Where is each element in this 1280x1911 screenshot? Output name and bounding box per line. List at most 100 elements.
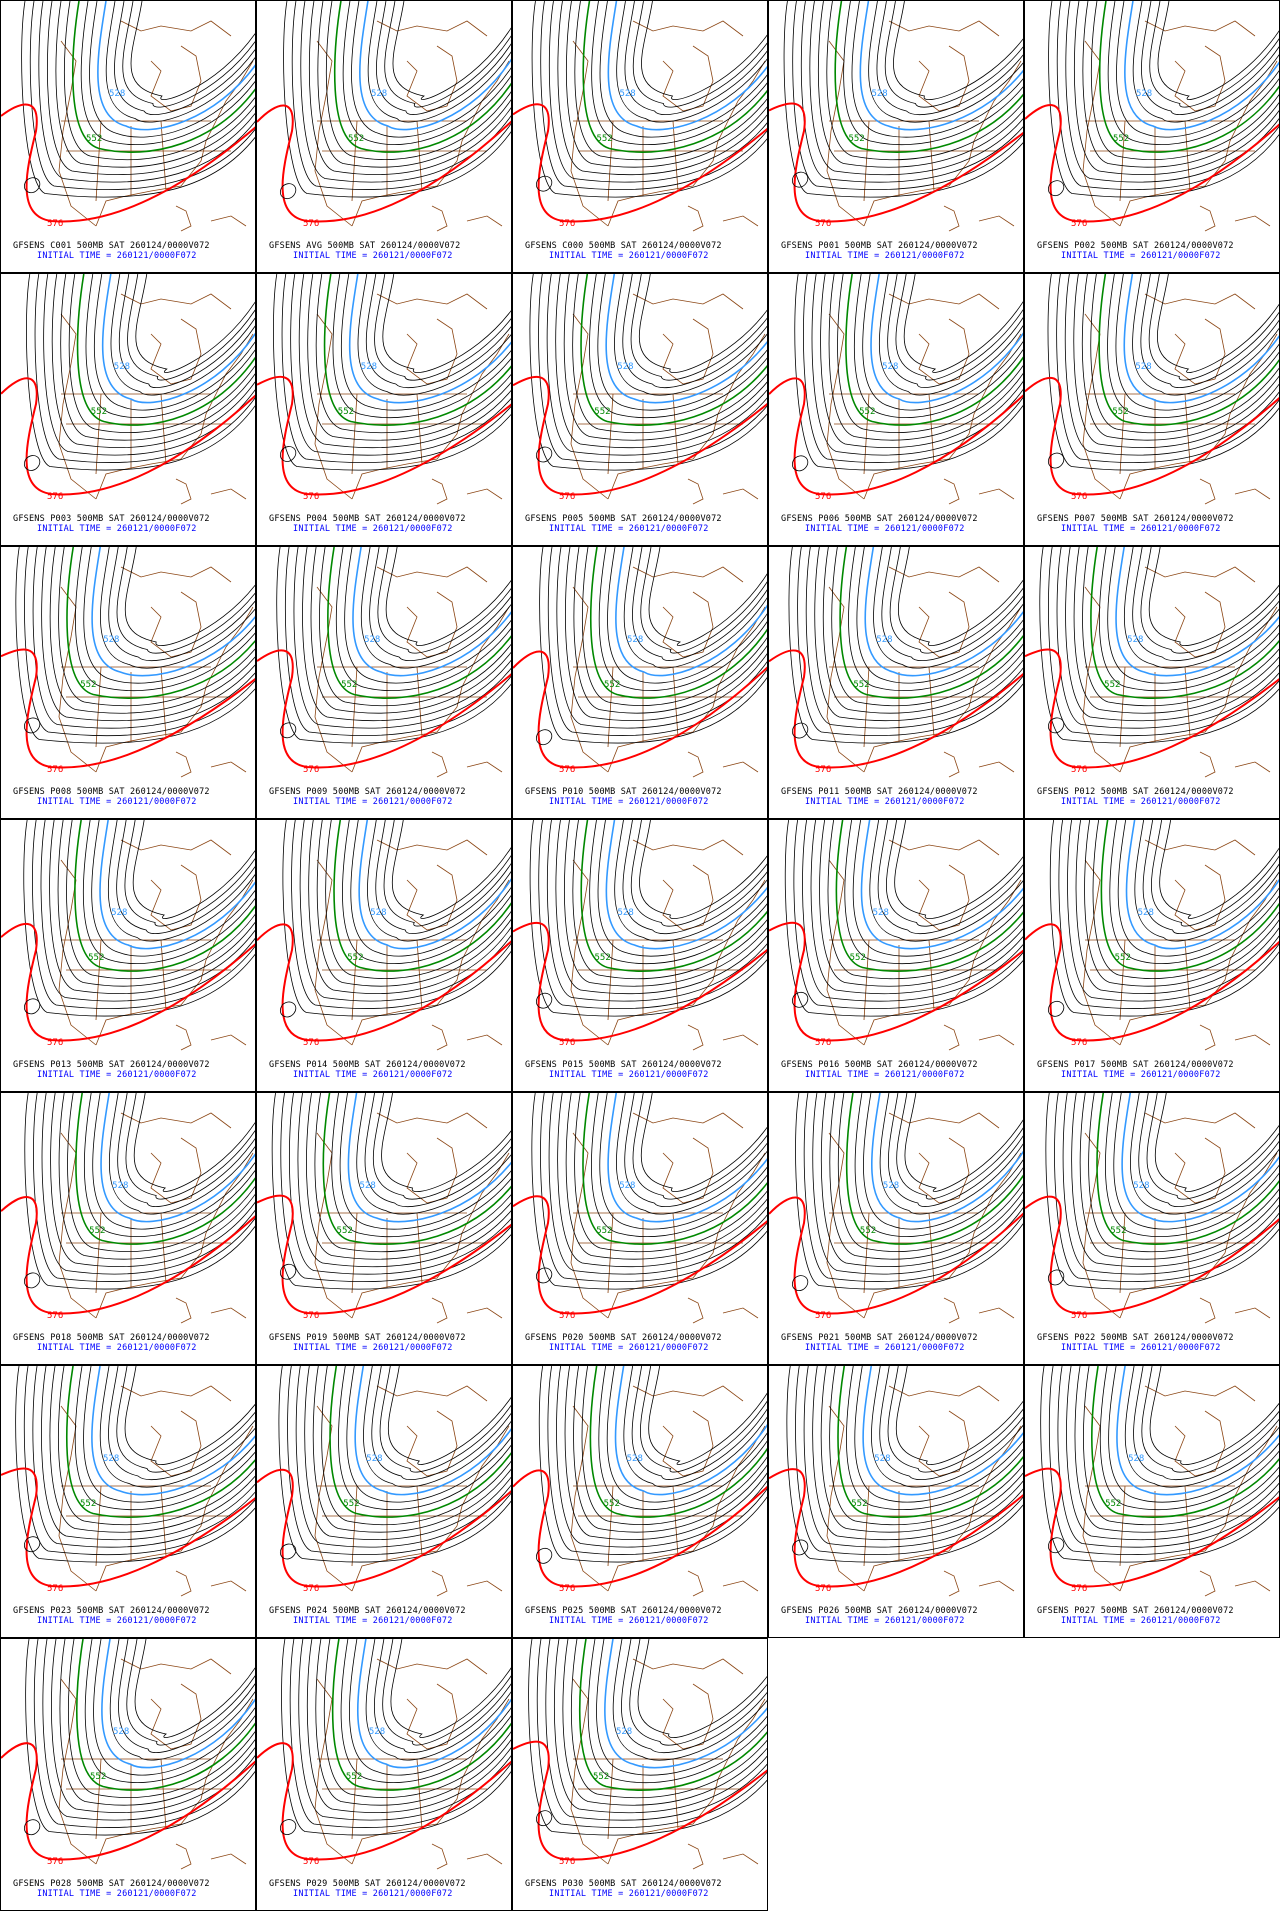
height-contour-528: [859, 1, 1023, 131]
height-contour: [846, 1366, 1023, 1511]
height-contour: [38, 1, 255, 183]
contour-label-576: 576: [559, 1038, 575, 1048]
panel-title: GFSENS P016 500MB SAT 260124/0000V072: [781, 1060, 978, 1070]
coastline-border: [662, 45, 714, 112]
coastline-border: [570, 1132, 609, 1319]
closed-low-contour: [792, 1275, 809, 1291]
height-contour: [1056, 274, 1279, 464]
height-contour: [803, 1093, 1023, 1282]
height-contour: [863, 1093, 1023, 1230]
contour-label-576: 576: [815, 765, 831, 775]
height-contour: [21, 1, 255, 198]
coastline-border: [351, 606, 510, 773]
height-contour-map: 528 552 576: [1025, 820, 1279, 1051]
height-contour-552: [74, 820, 255, 972]
height-contour: [57, 820, 255, 987]
height-contour: [369, 547, 511, 661]
contour-label-528: 528: [371, 89, 387, 99]
height-contour: [1047, 274, 1279, 471]
contour-label-576: 576: [815, 1584, 831, 1594]
contour-label-528: 528: [627, 1454, 643, 1464]
height-contour: [278, 1366, 511, 1563]
contour-label-576: 576: [1071, 1584, 1087, 1594]
coastline-border: [431, 751, 448, 778]
height-contour: [1090, 1, 1279, 161]
closed-low-contour: [792, 455, 809, 472]
contour-label-576: 576: [303, 1857, 319, 1867]
height-contour: [555, 820, 767, 995]
closed-low-contour: [280, 1543, 297, 1560]
contour-label-576: 576: [1071, 1038, 1087, 1048]
coastline-border: [175, 1570, 192, 1597]
height-contour: [23, 1366, 255, 1556]
closed-low-contour: [792, 722, 809, 739]
height-contour: [597, 274, 767, 411]
coastline-border: [351, 879, 510, 1046]
height-contour-576: [1, 377, 255, 496]
coastline-border: [687, 1570, 704, 1597]
coastline-border: [210, 1580, 247, 1592]
height-contour: [1088, 1093, 1279, 1253]
coastline-border: [210, 215, 247, 227]
contour-label-552: 552: [853, 680, 869, 690]
height-contour-552: [1098, 274, 1279, 426]
height-contour-528: [97, 1, 255, 131]
coastline-border: [150, 45, 202, 112]
coastline-border: [1199, 1297, 1216, 1324]
contour-label-552: 552: [91, 407, 107, 417]
closed-low-contour: [536, 1810, 553, 1826]
coastline-border: [888, 839, 1000, 856]
closed-low-contour: [1048, 452, 1065, 469]
closed-low-contour: [1048, 1000, 1065, 1017]
height-contour: [83, 1366, 255, 1503]
height-contour: [1132, 1, 1279, 123]
height-contour-528: [358, 820, 511, 950]
ensemble-member-panel: 528 552 576 GFSENS P007 500MB SAT 260124/00…: [1024, 273, 1280, 546]
height-contour: [49, 820, 255, 995]
height-contour: [350, 820, 511, 957]
coastline-border: [722, 215, 759, 227]
height-contour: [116, 547, 255, 654]
height-contour: [357, 274, 511, 396]
height-contour: [1083, 1366, 1279, 1526]
height-contour: [1048, 1366, 1279, 1556]
coastline-border: [1119, 879, 1278, 1046]
contour-label-528: 528: [361, 362, 377, 372]
height-contour: [29, 1, 255, 191]
height-contour: [587, 1639, 767, 1784]
coastline-border: [918, 45, 970, 112]
height-contour: [371, 1366, 511, 1480]
height-contour: [133, 1093, 255, 1192]
height-contour: [591, 1093, 767, 1238]
height-contour: [91, 820, 255, 957]
height-contour: [392, 1, 511, 100]
contour-label-552: 552: [1104, 680, 1120, 690]
height-contour-552: [329, 1366, 511, 1518]
height-contour: [632, 1, 767, 108]
contour-label-552: 552: [1115, 953, 1131, 963]
height-contour-576: [1025, 377, 1279, 496]
height-contour: [572, 274, 767, 434]
height-contour: [1109, 820, 1279, 964]
closed-low-contour: [792, 171, 809, 188]
coastline-border: [943, 1570, 960, 1597]
height-contour: [281, 274, 511, 464]
height-contour: [562, 1639, 767, 1806]
height-contour: [379, 1366, 511, 1473]
coastline-border: [95, 1425, 254, 1592]
height-contour-528: [870, 274, 1023, 404]
height-contour: [109, 1639, 255, 1761]
coastline-border: [314, 859, 353, 1046]
height-contour: [598, 1366, 767, 1510]
panel-title: GFSENS P009 500MB SAT 260124/0000V072: [269, 787, 466, 797]
height-contour: [607, 547, 767, 684]
height-contour: [574, 1093, 767, 1253]
coastline-border: [95, 120, 102, 202]
height-contour: [360, 547, 511, 669]
panel-title: GFSENS C000 500MB SAT 260124/0000V072: [525, 241, 722, 251]
height-contour: [573, 547, 767, 714]
coastline-border: [1234, 215, 1271, 227]
coastline-border: [687, 478, 704, 505]
coastline-border: [978, 1580, 1015, 1592]
height-contour-576: [1025, 648, 1279, 769]
